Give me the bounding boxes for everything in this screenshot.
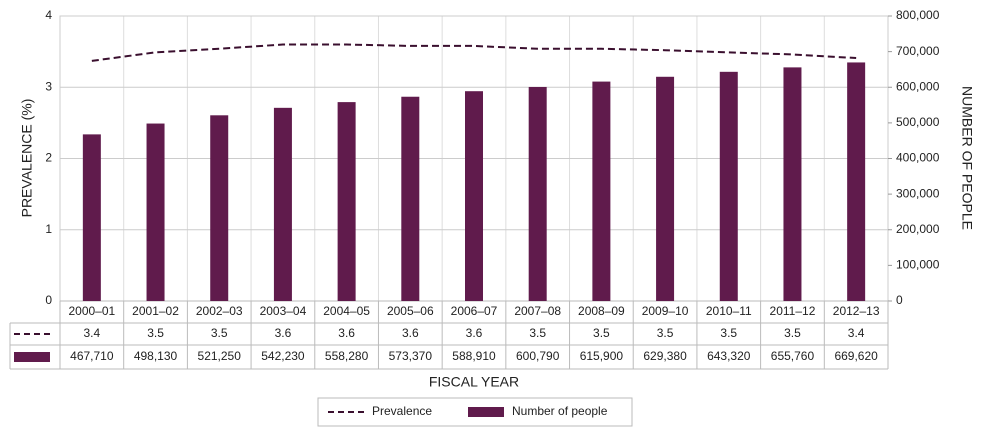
y2-tick-label: 600,000 xyxy=(896,79,940,93)
table-value: 615,900 xyxy=(580,349,624,363)
y-tick-label: 2 xyxy=(45,151,52,165)
y2-tick-label: 0 xyxy=(896,293,903,307)
y2-tick-label: 700,000 xyxy=(896,44,940,58)
table-value: 629,380 xyxy=(643,349,687,363)
table-value: 3.6 xyxy=(402,326,419,340)
table-value: 588,910 xyxy=(452,349,496,363)
y-axis-title: PREVALENCE (%) xyxy=(19,99,35,218)
y2-tick-label: 400,000 xyxy=(896,151,940,165)
table-value: 600,790 xyxy=(516,349,560,363)
table-value: 3.6 xyxy=(338,326,355,340)
x-tick-label: 2003–04 xyxy=(260,304,307,318)
bar xyxy=(210,115,229,301)
y-tick-label: 1 xyxy=(45,222,52,236)
x-tick-label: 2012–13 xyxy=(833,304,880,318)
bar xyxy=(783,67,802,301)
bar xyxy=(847,62,866,301)
x-tick-label: 2001–02 xyxy=(132,304,179,318)
table-value: 3.4 xyxy=(84,326,101,340)
table-value: 3.5 xyxy=(593,326,610,340)
y2-tick-label: 300,000 xyxy=(896,186,940,200)
bar xyxy=(401,96,420,301)
y2-tick-label: 200,000 xyxy=(896,222,940,236)
table-key xyxy=(14,352,50,362)
bar xyxy=(146,123,165,301)
table-value: 467,710 xyxy=(70,349,114,363)
table-value: 3.4 xyxy=(848,326,865,340)
table-value: 558,280 xyxy=(325,349,369,363)
y2-tick-label: 500,000 xyxy=(896,115,940,129)
bar xyxy=(337,102,356,301)
x-tick-label: 2011–12 xyxy=(770,304,816,318)
bar xyxy=(82,134,101,301)
x-tick-label: 2004–05 xyxy=(323,304,370,318)
table-value: 521,250 xyxy=(198,349,242,363)
y-tick-label: 4 xyxy=(45,8,52,22)
table-value: 3.5 xyxy=(529,326,546,340)
table-value: 643,320 xyxy=(707,349,751,363)
x-tick-label: 2008–09 xyxy=(578,304,625,318)
y-tick-label: 0 xyxy=(45,293,52,307)
x-tick-label: 2007–08 xyxy=(514,304,561,318)
table-value: 542,230 xyxy=(261,349,305,363)
table-value: 3.5 xyxy=(657,326,674,340)
y2-axis-title: NUMBER OF PEOPLE xyxy=(959,86,975,230)
x-tick-label: 2010–11 xyxy=(706,304,752,318)
x-axis-title: FISCAL YEAR xyxy=(429,374,519,390)
table-value: 3.6 xyxy=(466,326,483,340)
table-value: 3.5 xyxy=(720,326,737,340)
y2-tick-label: 800,000 xyxy=(896,8,940,22)
legend-box xyxy=(317,397,633,427)
legend-label: Number of people xyxy=(512,404,608,418)
table-value: 655,760 xyxy=(771,349,815,363)
bar xyxy=(656,76,675,301)
x-tick-label: 2005–06 xyxy=(387,304,434,318)
legend-label: Prevalence xyxy=(372,404,432,418)
x-tick-label: 2000–01 xyxy=(68,304,115,318)
bar xyxy=(592,81,611,301)
bar xyxy=(465,91,483,302)
bar xyxy=(273,107,292,301)
table-value: 3.6 xyxy=(275,326,292,340)
bar xyxy=(719,71,738,301)
bar xyxy=(528,86,547,301)
table-value: 3.5 xyxy=(211,326,228,340)
y2-tick-label: 100,000 xyxy=(896,258,940,272)
y-tick-label: 3 xyxy=(45,79,52,93)
table-value: 498,130 xyxy=(134,349,178,363)
legend-key xyxy=(468,407,504,417)
table-value: 3.5 xyxy=(784,326,801,340)
x-tick-label: 2006–07 xyxy=(451,304,498,318)
table-value: 669,620 xyxy=(834,349,878,363)
x-tick-label: 2002–03 xyxy=(196,304,243,318)
line xyxy=(91,43,857,62)
table-value: 573,370 xyxy=(389,349,433,363)
table-value: 3.5 xyxy=(147,326,164,340)
x-tick-label: 2009–10 xyxy=(642,304,689,318)
